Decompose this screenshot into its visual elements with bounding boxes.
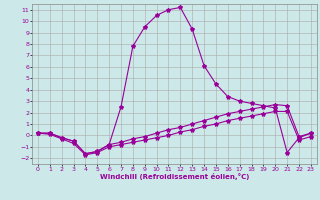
X-axis label: Windchill (Refroidissement éolien,°C): Windchill (Refroidissement éolien,°C) [100,173,249,180]
